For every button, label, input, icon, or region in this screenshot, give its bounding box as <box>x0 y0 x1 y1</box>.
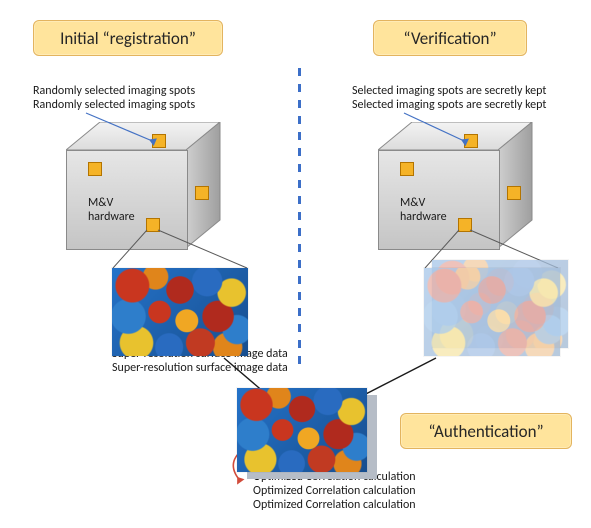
hardware-right-label: M&VhardwareM&V hardware <box>400 197 447 225</box>
imaging-spot-left-3 <box>146 218 160 232</box>
texture-auth-front <box>237 388 367 472</box>
label-random-spots-line-0: Randomly selected imaging spots <box>33 85 195 99</box>
label-random-spots: Randomly selected imaging spotsRandomly … <box>33 85 195 113</box>
label-correlation-caption-line-1: Optimized Correlation calculation <box>253 485 416 499</box>
imaging-spot-right-0 <box>464 134 478 148</box>
title-registration-label: Initial “registration” <box>60 28 196 49</box>
imaging-spot-right-3 <box>458 218 472 232</box>
title-authentication: “Authentication” <box>400 413 572 449</box>
title-registration: Initial “registration” <box>33 20 223 56</box>
title-verification-label: “Verification” <box>403 28 496 49</box>
imaging-spot-left-0 <box>152 134 166 148</box>
title-verification: “Verification” <box>373 20 527 56</box>
label-secret-spots-line-0: Selected imaging spots are secretly kept <box>352 85 546 99</box>
label-correlation-caption-line-2: Optimized Correlation calculation <box>253 499 416 513</box>
label-secret-spots-line-1: Selected imaging spots are secretly kept <box>352 99 546 113</box>
hardware-left <box>66 122 220 248</box>
imaging-spot-right-1 <box>400 162 414 176</box>
texture-right <box>424 268 560 356</box>
panel-divider <box>298 68 301 368</box>
label-secret-spots: Selected imaging spots are secretly kept… <box>352 85 546 113</box>
hardware-left-label: M&VhardwareM&V hardware <box>88 197 135 225</box>
hardware-right <box>378 122 532 248</box>
imaging-spot-left-1 <box>88 162 102 176</box>
imaging-spot-left-2 <box>195 186 209 200</box>
imaging-spot-right-2 <box>507 186 521 200</box>
label-random-spots-line-1: Randomly selected imaging spots <box>33 99 195 113</box>
texture-left <box>112 268 248 356</box>
label-surface-caption-line-1: Super-resolution surface image data <box>112 362 288 376</box>
title-authentication-label: “Authentication” <box>428 421 543 442</box>
